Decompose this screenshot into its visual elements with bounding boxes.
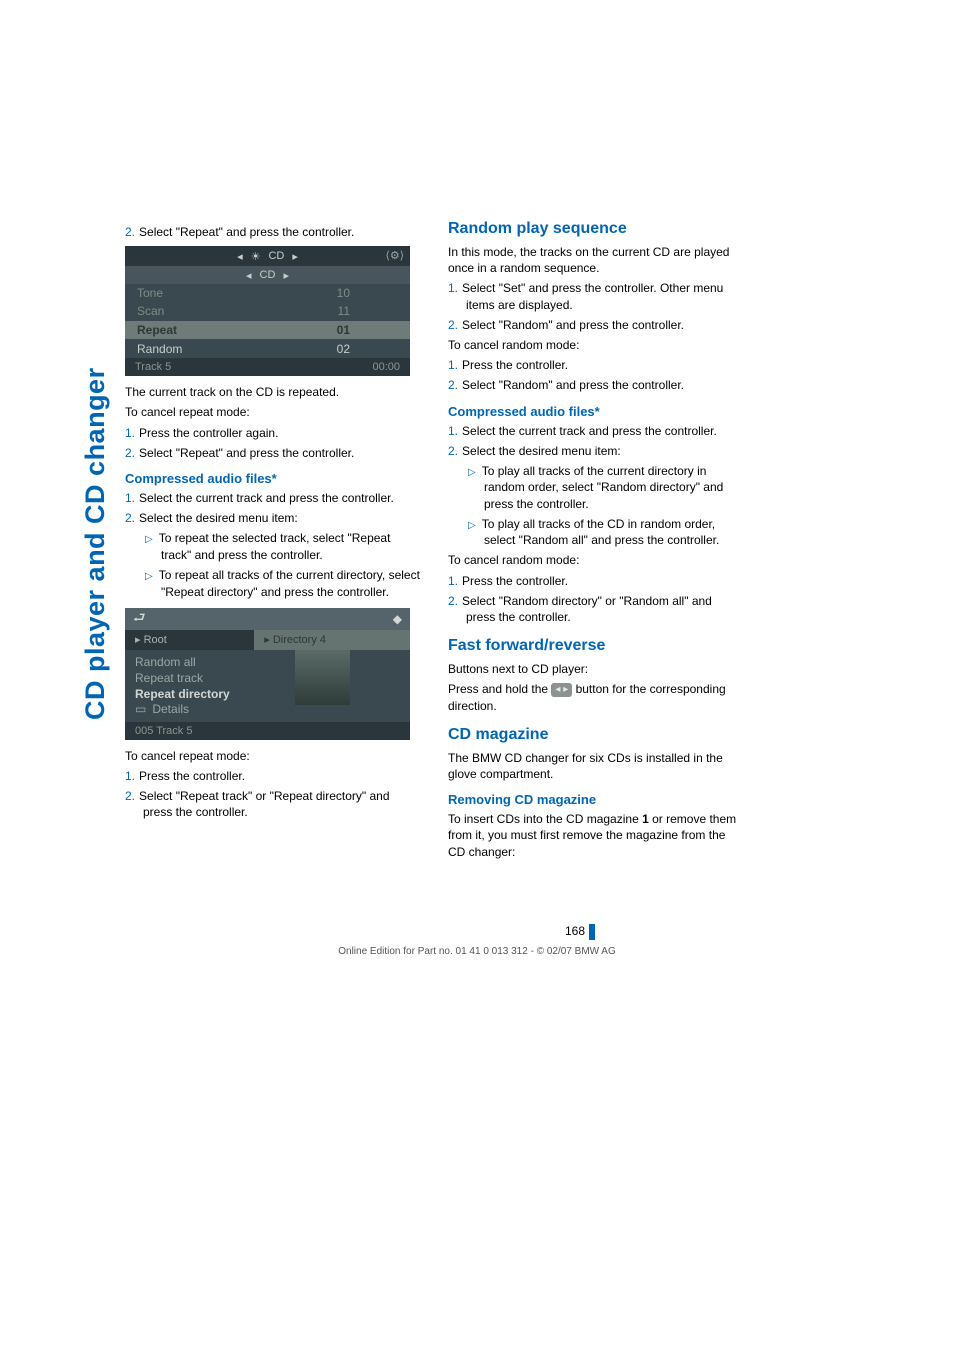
compressed-audio-heading-r: Compressed audio files* bbox=[448, 404, 743, 419]
screen2-item[interactable]: Random all bbox=[135, 654, 400, 670]
diamond-icon: ◆ bbox=[393, 612, 402, 626]
sun-icon: ☀ bbox=[251, 250, 261, 263]
page-number-row: 168 bbox=[206, 924, 954, 940]
random-cancel-1: 1.Press the controller. bbox=[448, 357, 743, 373]
caf-cancel-intro: To cancel random mode: bbox=[448, 552, 743, 568]
step-repeat: 2.Select "Repeat" and press the controll… bbox=[125, 224, 420, 240]
screen2-tabs: ▸ Root ▸ Directory 4 bbox=[125, 630, 410, 650]
random-cancel-intro: To cancel random mode: bbox=[448, 337, 743, 353]
screen1-subheader: ◂ CD ▸ bbox=[125, 266, 410, 284]
current-track-note: The current track on the CD is repeated. bbox=[125, 384, 420, 400]
right-column: Random play sequence In this mode, the t… bbox=[448, 220, 743, 864]
caf-r-step-2: 2.Select the desired menu item: bbox=[448, 443, 743, 459]
cancel-step-2: 2.Select "Repeat" and press the controll… bbox=[125, 445, 420, 461]
side-tab-title: CD player and CD changer bbox=[80, 367, 111, 720]
page-marker-icon bbox=[589, 924, 595, 940]
cancel-repeat-intro: To cancel repeat mode: bbox=[125, 404, 420, 420]
random-step-1: 1.Select "Set" and press the controller.… bbox=[448, 280, 743, 312]
row-label: Repeat bbox=[137, 323, 177, 337]
screen1-row[interactable]: Tone 10 bbox=[125, 284, 410, 302]
screen2-item[interactable]: Repeat track bbox=[135, 670, 400, 686]
hdr-cd-label: CD bbox=[268, 250, 284, 262]
caf-r-step-1: 1.Select the current track and press the… bbox=[448, 423, 743, 439]
removing-magazine-heading: Removing CD magazine bbox=[448, 792, 743, 807]
row-value: 02 bbox=[337, 342, 350, 356]
back-arrow-icon[interactable]: ⮐ bbox=[133, 607, 146, 631]
fast-forward-heading: Fast forward/reverse bbox=[448, 637, 743, 655]
row-value: 11 bbox=[338, 304, 350, 318]
random-heading: Random play sequence bbox=[448, 220, 743, 238]
screen2-list: Random allRepeat trackRepeat directory▭ D… bbox=[125, 650, 410, 722]
screen2-item[interactable]: Repeat directory bbox=[135, 686, 400, 702]
page-number: 168 bbox=[565, 924, 585, 938]
cd-screen-1: ⟨⚙⟩ ◂ ☀ CD ▸ ◂ CD ▸ Tone 10 Scan 11 Repeat 01… bbox=[125, 246, 410, 376]
row-label: Tone bbox=[137, 286, 163, 300]
caf-r-bullet-2: ▷To play all tracks of the CD in random … bbox=[468, 516, 743, 549]
caf-l-bullet-1: ▷To repeat the selected track, select "R… bbox=[145, 530, 420, 563]
random-step-2: 2.Select "Random" and press the controll… bbox=[448, 317, 743, 333]
screen1-time: 00:00 bbox=[372, 361, 400, 373]
sub-cd-label: CD bbox=[260, 269, 276, 281]
removing-magazine-text: To insert CDs into the CD magazine 1 or … bbox=[448, 811, 743, 860]
cancel2-step-2: 2.Select "Repeat track" or "Repeat direc… bbox=[125, 788, 420, 820]
step-repeat-text: Select "Repeat" and press the controller… bbox=[139, 225, 354, 239]
row-value: 01 bbox=[337, 323, 350, 337]
caf-l-bullet-2: ▷To repeat all tracks of the current dir… bbox=[145, 567, 420, 600]
row-label: Random bbox=[137, 342, 182, 356]
screen1-header: ◂ ☀ CD ▸ bbox=[125, 246, 410, 266]
ff-intro: Buttons next to CD player: bbox=[448, 661, 743, 677]
screen1-rows: Tone 10 Scan 11 Repeat 01 Random 02 bbox=[125, 284, 410, 358]
row-label: Scan bbox=[137, 304, 164, 318]
caf-cancel-1: 1.Press the controller. bbox=[448, 573, 743, 589]
side-tab-column: CD player and CD changer bbox=[0, 0, 125, 864]
screen1-footer: Track 5 00:00 bbox=[125, 358, 410, 376]
hdr-right-arrow-icon[interactable]: ▸ bbox=[292, 250, 298, 263]
ff-instruction: Press and hold the ◂ ▸ button for the co… bbox=[448, 681, 743, 713]
prev-next-button-icon: ◂ ▸ bbox=[551, 683, 572, 697]
caf-cancel-2: 2.Select "Random directory" or "Random a… bbox=[448, 593, 743, 625]
screen1-row[interactable]: Random 02 bbox=[125, 340, 410, 358]
row-value: 10 bbox=[337, 286, 350, 300]
tab-directory[interactable]: ▸ Directory 4 bbox=[254, 630, 410, 650]
content-columns: 2.Select "Repeat" and press the controll… bbox=[125, 0, 743, 864]
details-label: Details bbox=[152, 702, 189, 716]
cd-magazine-text: The BMW CD changer for six CDs is instal… bbox=[448, 750, 743, 782]
cd-screen-2: ⮐ ◆ ▸ Root ▸ Directory 4 Random allRepea… bbox=[125, 608, 410, 740]
cancel2-intro: To cancel repeat mode: bbox=[125, 748, 420, 764]
caf-r-bullet-1: ▷To play all tracks of the current direc… bbox=[468, 463, 743, 512]
screen1-row[interactable]: Repeat 01 bbox=[125, 320, 410, 340]
tab-root[interactable]: ▸ Root bbox=[125, 630, 254, 650]
cancel-step-1: 1.Press the controller again. bbox=[125, 425, 420, 441]
sub-right-arrow-icon[interactable]: ▸ bbox=[283, 269, 289, 282]
album-thumbnail bbox=[295, 650, 350, 705]
random-cancel-2: 2.Select "Random" and press the controll… bbox=[448, 377, 743, 393]
screen1-row[interactable]: Scan 11 bbox=[125, 302, 410, 320]
cd-magazine-heading: CD magazine bbox=[448, 726, 743, 744]
screen2-details-row[interactable]: ▭ Details bbox=[135, 702, 400, 716]
screen2-topbar: ⮐ ◆ bbox=[125, 608, 410, 630]
footer-copyright: Online Edition for Part no. 01 41 0 013 … bbox=[0, 946, 954, 957]
sub-left-arrow-icon[interactable]: ◂ bbox=[246, 269, 252, 282]
details-icon: ▭ bbox=[135, 702, 146, 716]
screen1-track: Track 5 bbox=[135, 361, 171, 373]
cancel2-step-1: 1.Press the controller. bbox=[125, 768, 420, 784]
hdr-left-arrow-icon[interactable]: ◂ bbox=[237, 250, 243, 263]
caf-l-step-1: 1.Select the current track and press the… bbox=[125, 490, 420, 506]
page-footer: 168 Online Edition for Part no. 01 41 0 … bbox=[0, 864, 954, 997]
compressed-audio-heading-l: Compressed audio files* bbox=[125, 471, 420, 486]
left-column: 2.Select "Repeat" and press the controll… bbox=[125, 220, 420, 864]
settings-icon: ⟨⚙⟩ bbox=[386, 249, 404, 262]
page: CD player and CD changer 2.Select "Repea… bbox=[0, 0, 954, 864]
screen2-footer: 005 Track 5 bbox=[125, 722, 410, 740]
caf-l-step-2: 2.Select the desired menu item: bbox=[125, 510, 420, 526]
random-intro: In this mode, the tracks on the current … bbox=[448, 244, 743, 276]
